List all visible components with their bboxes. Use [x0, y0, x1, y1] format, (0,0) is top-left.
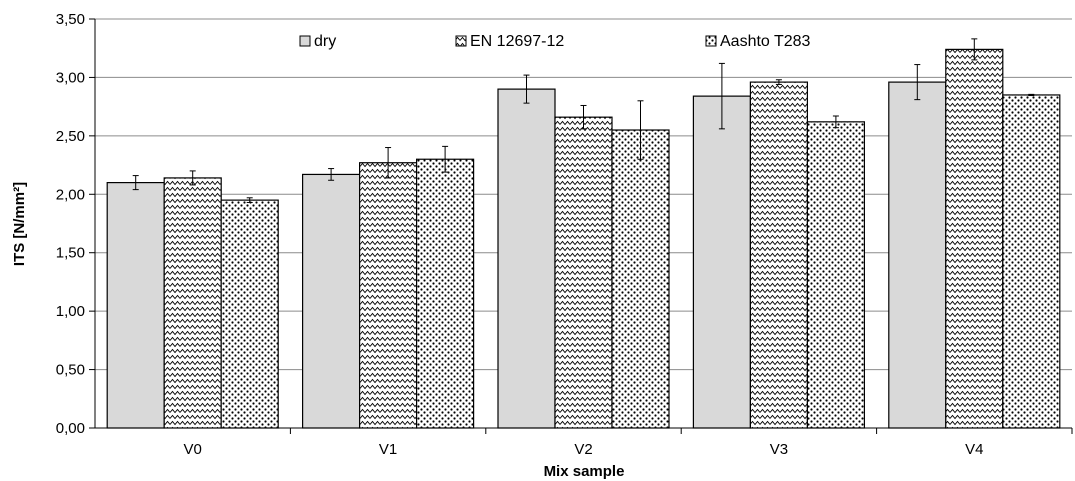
bar-v1-series-0 — [302, 173, 361, 429]
x-tick-label: V0 — [184, 441, 202, 458]
bars — [106, 38, 1061, 429]
x-tick-label: V2 — [574, 441, 592, 458]
bar-v4-series-2 — [1002, 94, 1061, 429]
bar-v2-series-0 — [497, 88, 556, 429]
y-tick-label: 3,50 — [56, 11, 85, 28]
y-tick-label: 0,00 — [56, 420, 85, 437]
bar-v1-series-1 — [359, 162, 418, 429]
bar-v0-series-2 — [220, 199, 279, 429]
bar-v4-series-0 — [888, 81, 947, 429]
axes: 0,00 0,50 1,00 1,50 2,00 2,50 3,00 3,50 V0 V1 V2 V3… — [56, 11, 1073, 458]
legend-label: dry — [314, 33, 336, 50]
bar-v0-series-0 — [106, 182, 165, 429]
bar-v1-series-2 — [416, 158, 475, 429]
bar-v2-series-2 — [611, 129, 670, 429]
legend-label: Aashto T283 — [720, 33, 811, 50]
legend-label: EN 12697-12 — [470, 33, 564, 50]
x-tick-label: V3 — [770, 441, 788, 458]
x-tick-label: V1 — [379, 441, 397, 458]
y-tick-label: 2,00 — [56, 186, 85, 203]
y-tick-label: 0,50 — [56, 362, 85, 379]
legend-swatch — [705, 35, 717, 47]
bar-v3-series-0 — [692, 95, 752, 429]
bar-v2-series-1 — [554, 116, 613, 429]
bar-v3-series-2 — [806, 121, 866, 429]
bar-v4-series-1 — [945, 48, 1004, 429]
y-tick-label: 2,50 — [56, 128, 85, 145]
y-axis-title: ITS [N/mm²] — [11, 182, 28, 266]
y-tick-label: 3,00 — [56, 69, 85, 86]
y-tick-label: 1,50 — [56, 245, 85, 262]
x-tick-label: V4 — [965, 441, 983, 458]
bar-v0-series-1 — [163, 177, 222, 429]
legend-swatch — [455, 35, 467, 47]
legend: dry EN 12697-12 Aashto T283 — [299, 33, 811, 50]
legend-swatch — [299, 35, 311, 47]
bar-v3-series-1 — [749, 81, 809, 429]
y-tick-label: 1,00 — [56, 303, 85, 320]
x-axis-title: Mix sample — [544, 463, 625, 480]
